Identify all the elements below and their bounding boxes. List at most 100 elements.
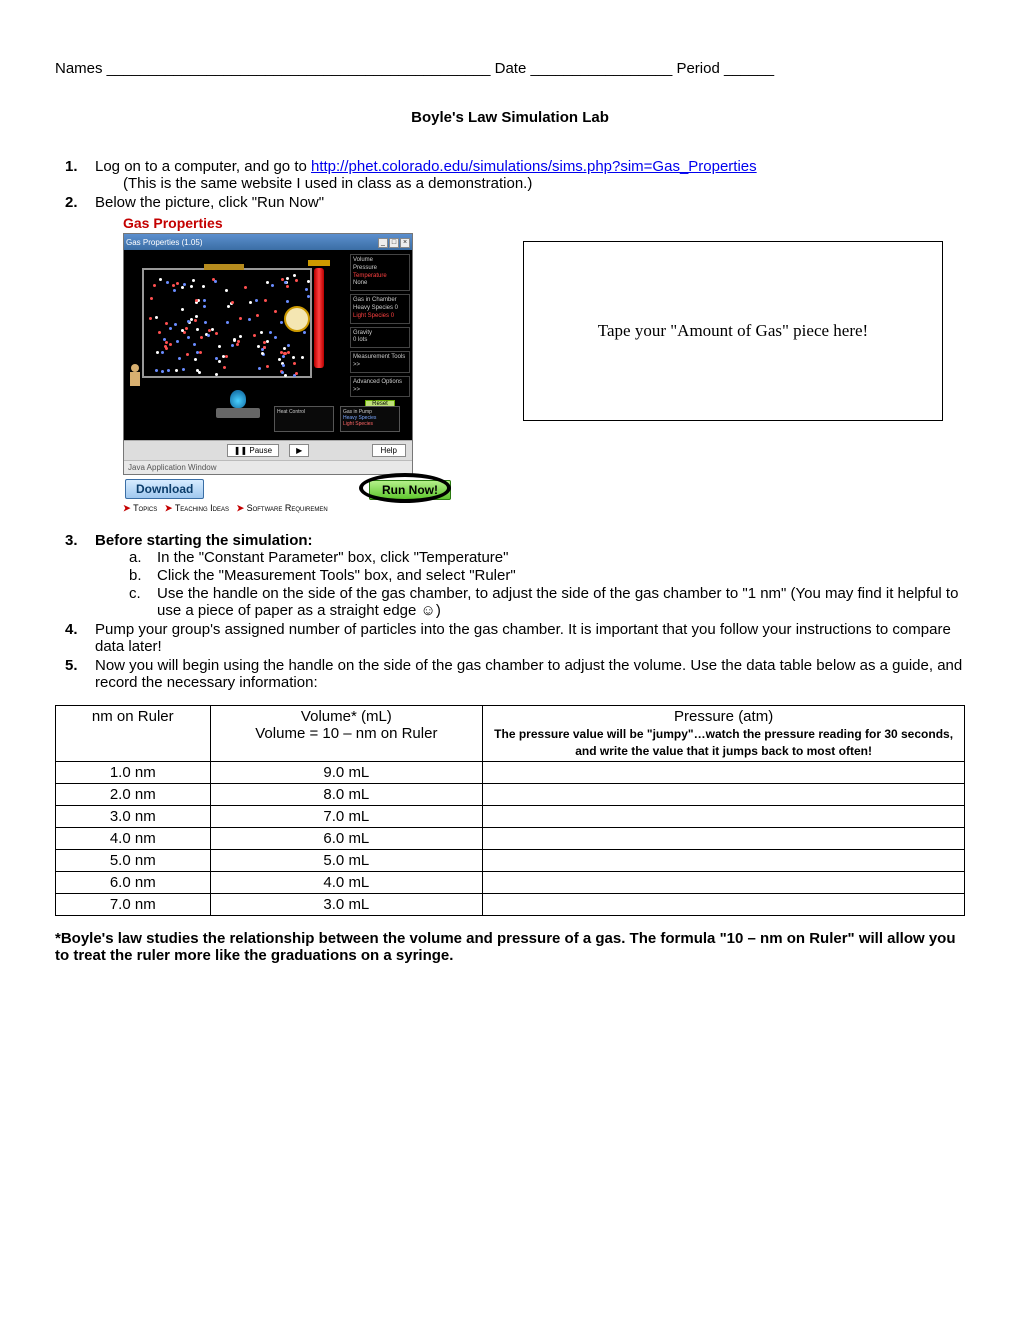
person-icon [128,364,142,390]
step-1-pre: Log on to a computer, and go to [95,158,311,175]
pump [314,268,324,368]
window-buttons: _□× [377,237,410,248]
run-now-button[interactable]: Run Now! [369,480,451,500]
step-2-number: 2. [65,194,78,211]
cell-vol: 8.0 mL [210,784,483,806]
page-title: Boyle's Law Simulation Lab [55,109,965,126]
cell-pressure[interactable] [483,894,965,916]
cell-nm: 4.0 nm [56,828,211,850]
table-header-row: nm on Ruler Volume* (mL) Volume = 10 – n… [56,706,965,762]
sim-stage: Heat Control Gas in PumpHeavy SpeciesLig… [124,250,348,440]
cell-nm: 7.0 nm [56,894,211,916]
names-label: Names __________________________________… [55,60,490,77]
footnote: *Boyle's law studies the relationship be… [55,930,965,964]
advanced-options-panel: Advanced Options >> [350,376,410,398]
teaching-link[interactable]: Teaching Ideas [175,503,229,513]
cell-pressure[interactable] [483,762,965,784]
table-row: 1.0 nm9.0 mL [56,762,965,784]
period-label: Period ______ [676,60,774,77]
pump-handle [308,260,330,266]
table-row: 5.0 nm5.0 mL [56,850,965,872]
cell-nm: 6.0 nm [56,872,211,894]
data-table: nm on Ruler Volume* (mL) Volume = 10 – n… [55,705,965,916]
step-3-number: 3. [65,532,78,549]
flame-icon [230,390,246,408]
gas-in-pump-box: Gas in PumpHeavy SpeciesLight Species [340,406,400,432]
arrow-icon: ➤ [237,503,245,513]
sim-window: Gas Properties (1.05) _□× [123,233,413,475]
header-line: Names __________________________________… [55,60,965,77]
step-2: 2. Below the picture, click "Run Now" Ga… [95,194,965,514]
cell-nm: 1.0 nm [56,762,211,784]
table-row: 2.0 nm8.0 mL [56,784,965,806]
step-4-number: 4. [65,621,78,638]
gas-properties-heading: Gas Properties [123,215,965,231]
tape-box: Tape your "Amount of Gas" piece here! [523,241,943,421]
control-boxes: Heat Control Gas in PumpHeavy SpeciesLig… [274,406,400,432]
step-button: ▶ [289,444,309,457]
burner-icon [216,408,260,418]
step-2-text: Below the picture, click "Run Now" [95,194,324,211]
java-bar: Java Application Window [124,460,412,474]
arrow-icon: ➤ [123,503,131,513]
col-nm-header: nm on Ruler [56,706,211,762]
download-run-row: Download Run Now! [123,479,453,499]
help-button: Help [372,444,406,457]
run-now-wrap: Run Now! [369,481,451,498]
col-pressure-header: Pressure (atm) The pressure value will b… [483,706,965,762]
pause-button: ❚❚ Pause [227,444,279,457]
step-1-post: (This is the same website I used in clas… [95,175,965,192]
measurement-tools-panel: Measurement Tools >> [350,351,410,373]
phet-link[interactable]: http://phet.colorado.edu/simulations/sim… [311,158,757,175]
sim-screenshot: Gas Properties (1.05) _□× [123,233,453,514]
sim-titlebar: Gas Properties (1.05) _□× [124,234,412,250]
sim-body: Heat Control Gas in PumpHeavy SpeciesLig… [124,250,412,440]
step-1: 1. Log on to a computer, and go to http:… [95,158,965,192]
sim-window-title: Gas Properties (1.05) [126,238,202,247]
download-button[interactable]: Download [125,479,204,499]
sim-and-tape-row: Gas Properties (1.05) _□× [123,233,965,514]
step-4-text: Pump your group's assigned number of par… [95,621,951,655]
cell-vol: 3.0 mL [210,894,483,916]
step-3c: c.Use the handle on the side of the gas … [157,585,965,619]
arrow-icon: ➤ [165,503,173,513]
gravity-panel: Gravity 0 lots [350,327,410,349]
date-label: Date _________________ [495,60,673,77]
cell-vol: 7.0 mL [210,806,483,828]
steps-list: 1. Log on to a computer, and go to http:… [55,158,965,691]
cell-vol: 9.0 mL [210,762,483,784]
table-row: 6.0 nm4.0 mL [56,872,965,894]
topics-link[interactable]: Topics [133,503,157,513]
table-row: 4.0 nm6.0 mL [56,828,965,850]
tape-box-text: Tape your "Amount of Gas" piece here! [598,321,868,341]
step-3a: a.In the "Constant Parameter" box, click… [157,549,965,566]
table-row: 3.0 nm7.0 mL [56,806,965,828]
step-5-number: 5. [65,657,78,674]
cell-vol: 4.0 mL [210,872,483,894]
topics-line: ➤ Topics ➤ Teaching Ideas ➤ Software Req… [123,503,453,514]
cell-nm: 5.0 nm [56,850,211,872]
cell-pressure[interactable] [483,850,965,872]
cell-nm: 3.0 nm [56,806,211,828]
cell-pressure[interactable] [483,828,965,850]
col-volume-header: Volume* (mL) Volume = 10 – nm on Ruler [210,706,483,762]
step-3-sublist: a.In the "Constant Parameter" box, click… [95,549,965,619]
step-3: 3. Before starting the simulation: a.In … [95,532,965,619]
step-5: 5. Now you will begin using the handle o… [95,657,965,691]
heat-control-box: Heat Control [274,406,334,432]
close-icon: × [400,238,410,248]
gas-chamber-panel: Gas in Chamber Heavy Species 0 Light Spe… [350,294,410,323]
step-5-text: Now you will begin using the handle on t… [95,657,962,691]
max-icon: □ [389,238,399,248]
cell-pressure[interactable] [483,784,965,806]
software-link[interactable]: Software Requiremen [247,503,328,513]
chamber-lid [204,264,244,270]
step-4: 4. Pump your group's assigned number of … [95,621,965,655]
pressure-gauge-icon [284,306,310,332]
cell-pressure[interactable] [483,806,965,828]
step-3b: b.Click the "Measurement Tools" box, and… [157,567,965,584]
cell-vol: 5.0 mL [210,850,483,872]
cell-vol: 6.0 mL [210,828,483,850]
table-row: 7.0 nm3.0 mL [56,894,965,916]
cell-pressure[interactable] [483,872,965,894]
